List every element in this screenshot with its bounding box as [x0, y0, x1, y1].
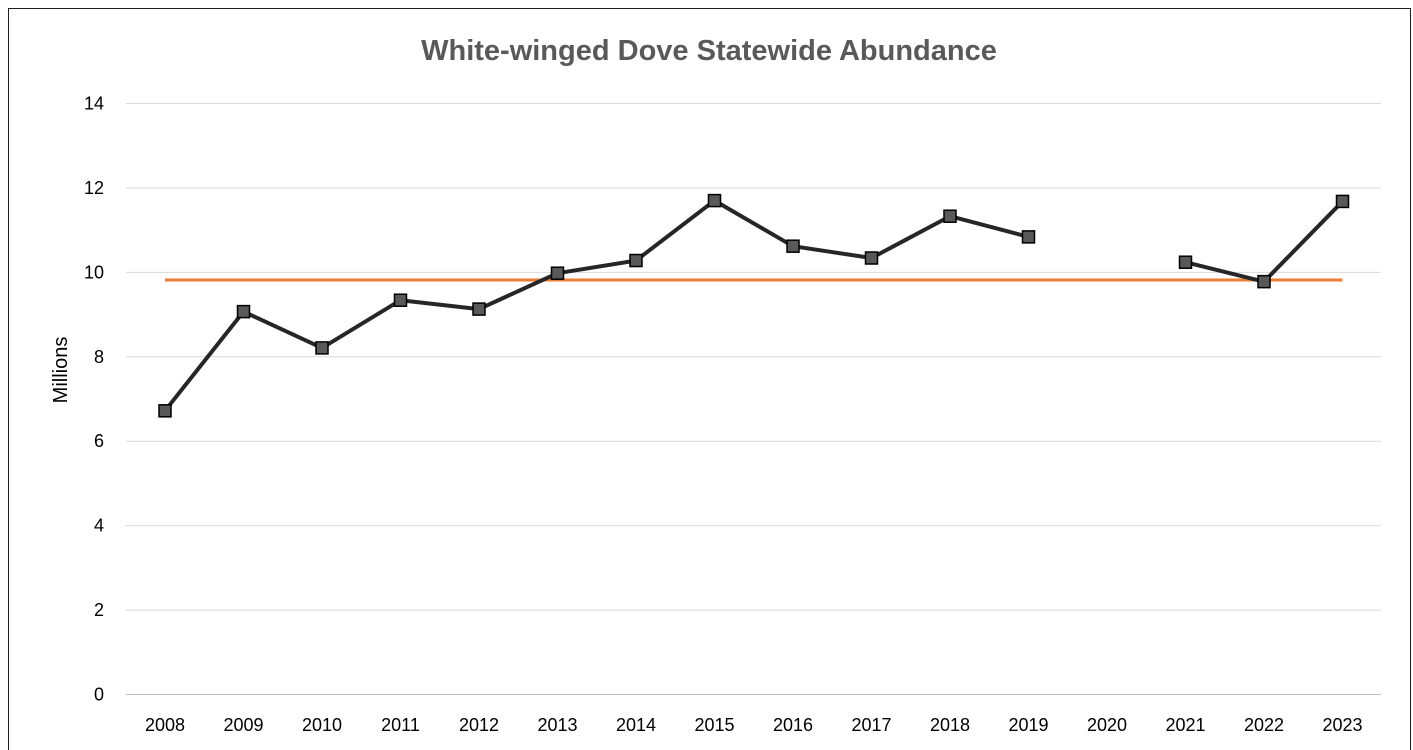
- x-tick-label: 2018: [930, 715, 970, 735]
- data-point-marker: [550, 266, 565, 280]
- data-point-marker: [864, 251, 879, 265]
- x-tick-label: 2012: [459, 715, 499, 735]
- data-point-marker: [472, 302, 486, 316]
- data-point-marker: [158, 404, 172, 418]
- chart-title: White-winged Dove Statewide Abundance: [421, 35, 997, 67]
- data-point-marker: [707, 193, 722, 208]
- x-tick-label: 2022: [1244, 715, 1284, 735]
- series-line: [1183, 199, 1345, 284]
- data-point-marker: [1178, 255, 1193, 269]
- x-tick-label: 2023: [1322, 715, 1362, 735]
- y-axis-ticks: 0 2 4 6 8 10 12 14: [84, 94, 104, 705]
- x-tick-label: 2017: [851, 715, 891, 735]
- data-point-marker: [393, 293, 408, 307]
- x-tick-label: 2011: [381, 715, 420, 735]
- y-tick-label: 6: [94, 431, 104, 451]
- data-point-marker: [236, 304, 251, 319]
- data-point-marker: [943, 209, 957, 223]
- series-layer: [158, 193, 1350, 418]
- y-tick-label: 10: [84, 262, 104, 282]
- x-tick-label: 2009: [223, 715, 263, 735]
- y-axis-title: Millions: [50, 337, 72, 404]
- x-axis-ticks: 2008 2009 2010 2011 2012 2013 2014 2015 2016 2017…: [145, 715, 1363, 735]
- y-tick-label: 2: [94, 600, 104, 620]
- x-tick-label: 2013: [537, 715, 577, 735]
- y-tick-label: 8: [94, 347, 104, 367]
- data-point-marker: [1257, 274, 1271, 289]
- data-point-marker: [1335, 194, 1350, 209]
- data-point-marker: [315, 341, 329, 355]
- x-tick-label: 2020: [1087, 715, 1127, 735]
- gridlines: [126, 103, 1381, 695]
- y-tick-label: 14: [84, 94, 104, 114]
- x-tick-label: 2019: [1008, 715, 1048, 735]
- data-point-marker: [629, 253, 643, 268]
- y-tick-label: 4: [94, 516, 104, 536]
- y-tick-label: 12: [84, 178, 104, 198]
- x-tick-label: 2008: [145, 715, 185, 735]
- x-tick-label: 2014: [616, 715, 656, 735]
- series-line: [163, 198, 1031, 413]
- x-tick-label: 2010: [302, 715, 342, 735]
- chart-frame: [8, 8, 1411, 750]
- x-tick-label: 2016: [773, 715, 813, 735]
- y-tick-label: 0: [94, 685, 104, 705]
- x-tick-label: 2021: [1165, 715, 1205, 735]
- x-tick-label: 2015: [694, 715, 734, 735]
- data-point-marker: [1021, 230, 1036, 244]
- data-point-marker: [786, 239, 800, 253]
